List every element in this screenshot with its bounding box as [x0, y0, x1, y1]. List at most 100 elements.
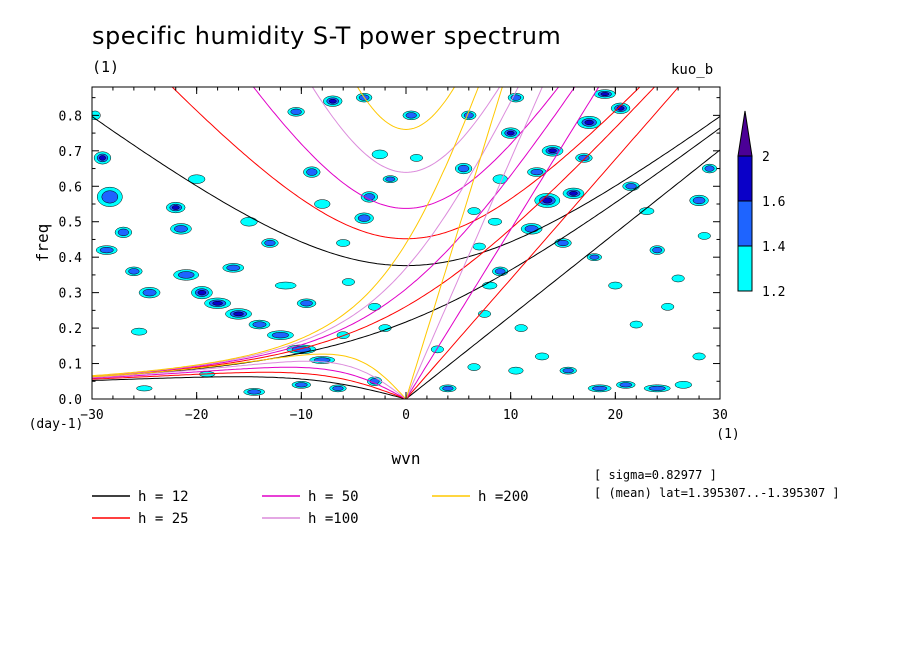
contour-level-1: [671, 274, 685, 283]
contour-blob: [554, 238, 572, 248]
y-axis-label: freq: [33, 224, 52, 263]
contour-level-1: [697, 232, 711, 240]
x-tick-label: −20: [185, 408, 208, 423]
contour-blob: [697, 232, 711, 240]
contour-level-3: [197, 290, 207, 296]
contour-level-1: [608, 281, 623, 290]
contour-level-3: [212, 301, 223, 306]
contour-fill-layer: [92, 89, 718, 396]
contour-blob: [354, 212, 374, 224]
contour-blob: [136, 385, 153, 392]
contour-level-2: [264, 239, 276, 247]
contour-level-2: [530, 169, 544, 176]
colorbar-label: 1.4: [762, 240, 786, 255]
legend-item: h = 12: [92, 489, 189, 505]
contour-level-1: [674, 381, 692, 389]
y-tick-label: 0.5: [59, 216, 82, 231]
kelvin-wave-curve: [405, 87, 600, 399]
contour-level-2: [177, 271, 195, 279]
contour-level-2: [295, 382, 308, 388]
axis-tick-layer: −30 −20 −10 0 10 20 30 0.0 0.1 0.2 0.3 0.4 0.5 0.6 0.7…: [59, 87, 728, 423]
contour-level-2: [101, 190, 119, 204]
contour-blob: [267, 330, 294, 340]
contour-level-2: [247, 389, 262, 395]
contour-level-1: [472, 242, 486, 251]
legend-label: h =200: [478, 489, 529, 505]
legend-item: h =200: [432, 489, 529, 505]
contour-level-2: [357, 214, 371, 222]
contour-blob: [248, 319, 271, 330]
mixed-rossby-gravity-curve: [92, 87, 576, 377]
contour-blob: [402, 110, 420, 121]
contour-level-1: [336, 239, 351, 247]
y-tick-label: 0.0: [59, 393, 82, 408]
contour-level-1: [629, 320, 643, 329]
contour-level-2: [442, 385, 454, 391]
contour-blob: [382, 175, 398, 183]
contour-blob: [409, 154, 423, 162]
rossby-wave-curve: [92, 366, 407, 399]
contour-blob: [371, 149, 388, 160]
contour-blob: [188, 174, 206, 184]
contour-blob: [535, 352, 550, 361]
contour-level-2: [128, 268, 140, 275]
contour-level-2: [332, 385, 344, 391]
contour-blob: [138, 287, 161, 299]
contour-level-1: [467, 207, 481, 215]
contour-level-1: [661, 303, 675, 311]
contour-level-1: [535, 352, 550, 361]
colorbar-top-arrow: [737, 110, 753, 157]
contour-level-2: [592, 385, 608, 391]
contour-blob: [527, 167, 547, 177]
mixed-rossby-gravity-curve: [92, 87, 519, 377]
contour-blob: [594, 89, 616, 99]
contour-level-2: [557, 239, 569, 247]
contour-level-1: [467, 363, 481, 371]
x-axis-label: wvn: [392, 449, 421, 468]
contour-level-2: [142, 288, 157, 297]
rossby-wave-curve: [92, 360, 407, 399]
contour-blob: [166, 201, 186, 214]
contour-level-2: [457, 164, 470, 173]
contour-blob: [467, 363, 481, 371]
contour-blob: [291, 381, 312, 389]
contour-blob: [487, 217, 503, 226]
y-axis-unit: (day-1): [29, 417, 84, 432]
legend-label: h = 12: [138, 489, 189, 505]
x-tick-label: 30: [712, 408, 728, 423]
contour-blob: [622, 181, 640, 191]
contour-blob: [131, 327, 148, 336]
contour-blob: [240, 217, 258, 227]
contour-blob: [274, 281, 297, 290]
contour-level-2: [174, 225, 188, 233]
contour-level-3: [600, 92, 610, 97]
contour-level-2: [562, 368, 574, 374]
contour-blob: [508, 366, 524, 375]
contour-blob: [467, 207, 481, 215]
contour-blob: [671, 274, 685, 283]
y-tick-label: 0.8: [59, 109, 82, 124]
chart-title: specific humidity S-T power spectrum: [92, 22, 562, 50]
contour-blob: [329, 384, 347, 393]
contour-blob: [204, 297, 231, 309]
contour-level-1: [430, 345, 444, 354]
contour-blob: [222, 263, 245, 273]
contour-level-2: [306, 168, 318, 176]
contour-blob: [360, 191, 378, 203]
legend-label: h = 50: [308, 489, 359, 505]
contour-blob: [643, 384, 671, 393]
contour-blob: [534, 193, 561, 208]
contour-blob: [541, 145, 564, 157]
colorbar-label: 1.6: [762, 195, 785, 210]
contour-level-1: [341, 278, 355, 286]
contour-level-2: [385, 176, 396, 182]
contour-level-1: [274, 281, 297, 290]
x-tick-label: 20: [608, 408, 624, 423]
kelvin-wave-curve: [405, 87, 503, 399]
contour-level-1: [514, 324, 528, 332]
legend: h = 12 h = 25 h = 50 h =100 h =200: [92, 489, 529, 527]
contour-blob: [575, 153, 593, 163]
y-tick-label: 0.7: [59, 145, 82, 160]
contour-level-2: [252, 321, 267, 328]
inertia-gravity-curve: [356, 87, 456, 131]
